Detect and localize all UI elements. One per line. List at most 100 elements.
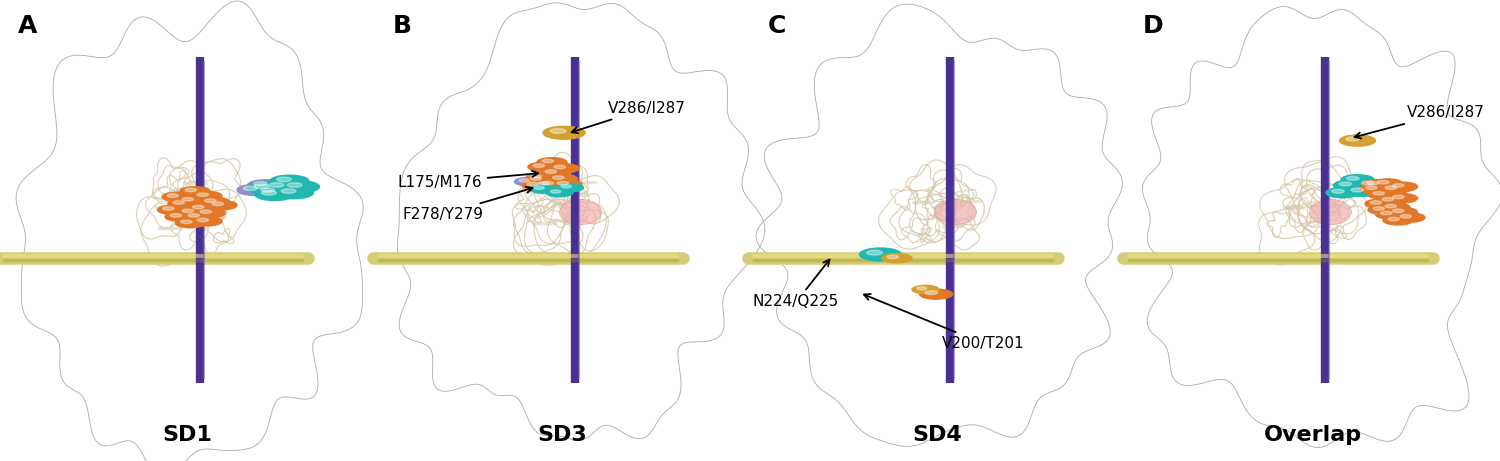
Circle shape [1340, 135, 1376, 146]
Circle shape [549, 164, 579, 173]
Circle shape [180, 220, 192, 224]
Circle shape [1372, 207, 1384, 210]
Polygon shape [756, 4, 1122, 446]
Circle shape [1372, 191, 1384, 195]
Text: D: D [1143, 14, 1164, 38]
Polygon shape [16, 1, 363, 461]
Circle shape [550, 129, 566, 133]
Circle shape [1370, 201, 1382, 204]
Circle shape [1392, 183, 1404, 187]
Circle shape [534, 180, 561, 189]
Circle shape [1392, 209, 1404, 213]
Circle shape [882, 254, 912, 263]
Circle shape [195, 208, 225, 218]
Circle shape [168, 199, 198, 208]
Circle shape [166, 194, 178, 197]
Circle shape [1384, 204, 1396, 208]
Circle shape [180, 187, 210, 196]
Circle shape [196, 218, 208, 222]
Circle shape [556, 183, 584, 192]
Circle shape [1384, 186, 1396, 189]
Ellipse shape [934, 199, 976, 225]
Circle shape [859, 248, 901, 261]
Circle shape [268, 183, 284, 187]
Circle shape [561, 185, 572, 188]
Circle shape [514, 177, 541, 186]
Circle shape [184, 188, 196, 192]
Circle shape [182, 197, 194, 201]
Polygon shape [1143, 6, 1500, 448]
Circle shape [255, 189, 294, 201]
Circle shape [540, 168, 570, 177]
Text: V200/T201: V200/T201 [864, 294, 1024, 351]
Text: Overlap: Overlap [1263, 425, 1362, 445]
Circle shape [1377, 196, 1407, 205]
Circle shape [537, 158, 567, 167]
Text: B: B [393, 14, 412, 38]
Circle shape [1380, 203, 1410, 212]
Circle shape [1352, 188, 1364, 192]
Circle shape [1372, 179, 1402, 188]
Circle shape [542, 181, 554, 185]
Circle shape [534, 186, 544, 189]
Circle shape [886, 255, 898, 259]
Circle shape [519, 179, 530, 182]
Circle shape [548, 174, 578, 183]
Circle shape [528, 162, 558, 171]
Circle shape [165, 212, 195, 221]
Circle shape [1332, 189, 1344, 193]
Circle shape [192, 205, 204, 209]
Circle shape [158, 205, 188, 214]
Circle shape [1346, 137, 1359, 141]
Text: N224/Q225: N224/Q225 [753, 260, 840, 309]
Circle shape [916, 287, 927, 290]
Circle shape [188, 213, 200, 217]
Circle shape [177, 196, 207, 205]
Circle shape [526, 173, 554, 182]
Circle shape [1365, 186, 1377, 189]
Circle shape [200, 197, 230, 207]
Circle shape [176, 219, 206, 228]
Circle shape [530, 185, 556, 193]
Circle shape [1400, 214, 1411, 218]
Circle shape [162, 192, 192, 201]
Circle shape [550, 190, 561, 193]
Ellipse shape [1310, 199, 1352, 225]
Circle shape [248, 180, 284, 191]
Circle shape [1347, 177, 1359, 180]
Circle shape [162, 207, 174, 210]
Circle shape [261, 188, 274, 192]
Circle shape [200, 210, 211, 213]
Circle shape [172, 201, 184, 204]
Circle shape [552, 176, 564, 179]
Circle shape [554, 165, 566, 169]
Circle shape [1340, 182, 1352, 186]
Circle shape [1346, 186, 1378, 196]
Circle shape [192, 217, 222, 226]
Circle shape [255, 186, 291, 197]
Circle shape [926, 291, 938, 295]
Circle shape [207, 201, 237, 210]
Circle shape [262, 181, 302, 193]
Circle shape [196, 193, 208, 196]
Circle shape [920, 289, 952, 299]
Circle shape [188, 204, 218, 213]
Text: A: A [18, 14, 38, 38]
Circle shape [270, 175, 309, 187]
Circle shape [531, 175, 542, 178]
Text: V286/I287: V286/I287 [1354, 106, 1485, 138]
Text: SD3: SD3 [537, 425, 588, 445]
Circle shape [182, 209, 194, 213]
Circle shape [1388, 182, 1417, 191]
Circle shape [1368, 205, 1398, 214]
Circle shape [538, 182, 549, 185]
Ellipse shape [184, 199, 226, 225]
Text: F278/Y279: F278/Y279 [402, 187, 532, 222]
Circle shape [204, 199, 216, 202]
Circle shape [192, 191, 222, 201]
Text: SD1: SD1 [162, 425, 213, 445]
Circle shape [1341, 175, 1374, 185]
Circle shape [1377, 180, 1389, 184]
Circle shape [1356, 179, 1389, 189]
Circle shape [912, 285, 939, 294]
